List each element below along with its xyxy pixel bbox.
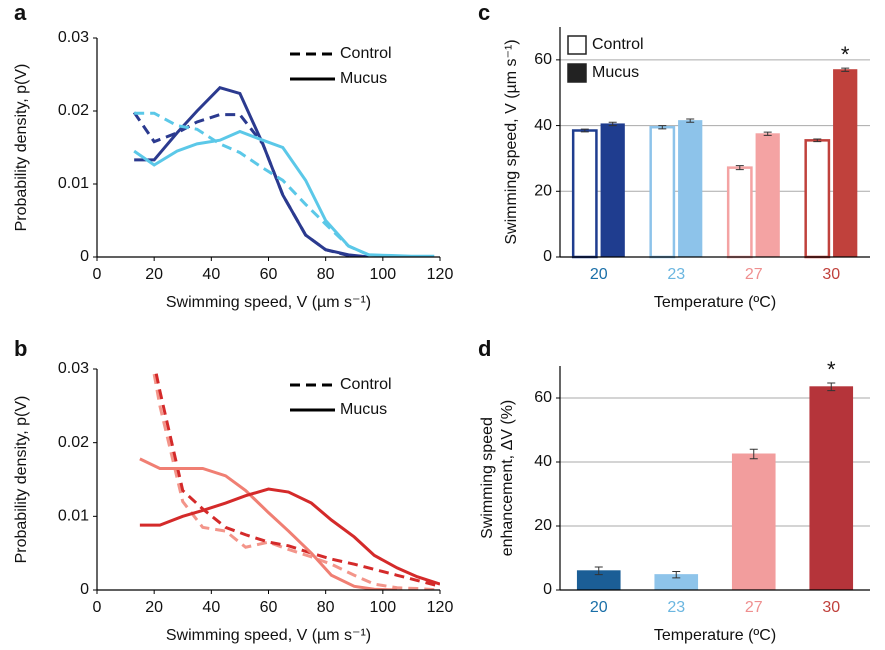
x-tick-label: 23 [667, 599, 685, 616]
legend-label: Mucus [340, 70, 387, 87]
annotation: * [841, 42, 850, 67]
y-tick-label: 0 [80, 248, 89, 265]
x-tick-label: 0 [93, 266, 102, 283]
bar [600, 123, 625, 258]
error-bar [749, 448, 758, 460]
error-bar [813, 138, 822, 143]
series-line [133, 129, 435, 257]
x-tick-label: 80 [317, 599, 335, 616]
x-axis-label: Temperature (ºC) [654, 627, 776, 644]
x-tick-label: 30 [822, 266, 840, 283]
y-tick-label: 0.01 [58, 175, 89, 192]
error-bar [735, 165, 744, 171]
x-tick-label: 100 [369, 599, 396, 616]
panel-label: d [478, 336, 491, 361]
y-axis-label: Swimming speed, V (µm s⁻¹) [503, 39, 520, 244]
error-bar [672, 570, 681, 579]
annotation: * [827, 357, 836, 382]
error-bar [658, 125, 667, 130]
panel-label: c [478, 0, 490, 25]
error-bar [608, 121, 617, 127]
error-bar [841, 67, 850, 72]
y-tick-label: 60 [534, 389, 552, 406]
x-tick-label: 27 [745, 599, 763, 616]
panel-label: b [14, 336, 27, 361]
legend-label: Control [340, 45, 392, 62]
y-axis-label: Swimming speed [479, 417, 496, 539]
panel-label: a [14, 0, 27, 25]
x-tick-label: 20 [590, 266, 608, 283]
error-bar [594, 566, 603, 576]
x-axis-label: Swimming speed, V (µm s⁻¹) [166, 294, 371, 311]
legend-swatch [567, 63, 587, 83]
y-axis-label: Probability density, p(V) [13, 396, 30, 564]
bar [571, 129, 598, 259]
bar [649, 125, 676, 259]
x-tick-label: 60 [260, 266, 278, 283]
bar [809, 386, 854, 591]
bar [833, 69, 858, 258]
x-tick-label: 20 [590, 599, 608, 616]
y-axis-label: enhancement, ΔV (%) [499, 400, 516, 557]
x-tick-label: 27 [745, 266, 763, 283]
x-tick-label: 100 [369, 266, 396, 283]
series-line [134, 85, 369, 257]
x-tick-label: 40 [202, 599, 220, 616]
y-tick-label: 60 [534, 51, 552, 68]
x-axis-label: Swimming speed, V (µm s⁻¹) [166, 627, 371, 644]
y-tick-label: 40 [534, 117, 552, 134]
bar [804, 139, 831, 259]
series-line [139, 457, 398, 590]
legend-swatch [567, 35, 587, 55]
y-tick-label: 40 [534, 453, 552, 470]
y-tick-label: 20 [534, 183, 552, 200]
y-tick-label: 0.03 [58, 29, 89, 46]
error-bar [763, 131, 772, 136]
y-tick-label: 0.01 [58, 508, 89, 525]
series-line [151, 369, 440, 590]
y-tick-label: 0.03 [58, 360, 89, 377]
x-tick-label: 80 [317, 266, 335, 283]
y-tick-label: 0 [543, 248, 552, 265]
x-axis-label: Temperature (ºC) [654, 294, 776, 311]
error-bar [827, 382, 836, 392]
legend-label: Mucus [340, 401, 387, 418]
x-tick-label: 60 [260, 599, 278, 616]
series-line [139, 487, 440, 586]
y-tick-label: 0 [80, 581, 89, 598]
bar [755, 133, 780, 258]
y-tick-label: 0.02 [58, 102, 89, 119]
y-axis-label: Probability density, p(V) [13, 64, 30, 232]
series-line [132, 111, 369, 257]
x-tick-label: 120 [427, 266, 454, 283]
y-tick-label: 20 [534, 517, 552, 534]
legend-label: Mucus [592, 64, 639, 81]
series-line [153, 369, 440, 588]
x-tick-label: 20 [145, 266, 163, 283]
bar [678, 120, 703, 258]
y-tick-label: 0.02 [58, 434, 89, 451]
error-bar [686, 118, 695, 123]
bar [731, 453, 776, 591]
x-tick-label: 20 [145, 599, 163, 616]
x-tick-label: 30 [822, 599, 840, 616]
x-tick-label: 0 [93, 599, 102, 616]
series-line [134, 111, 435, 257]
x-tick-label: 120 [427, 599, 454, 616]
error-bar [580, 128, 589, 133]
bar [726, 166, 753, 259]
x-tick-label: 23 [667, 266, 685, 283]
legend-label: Control [592, 36, 644, 53]
x-tick-label: 40 [202, 266, 220, 283]
legend-label: Control [340, 376, 392, 393]
y-tick-label: 0 [543, 581, 552, 598]
